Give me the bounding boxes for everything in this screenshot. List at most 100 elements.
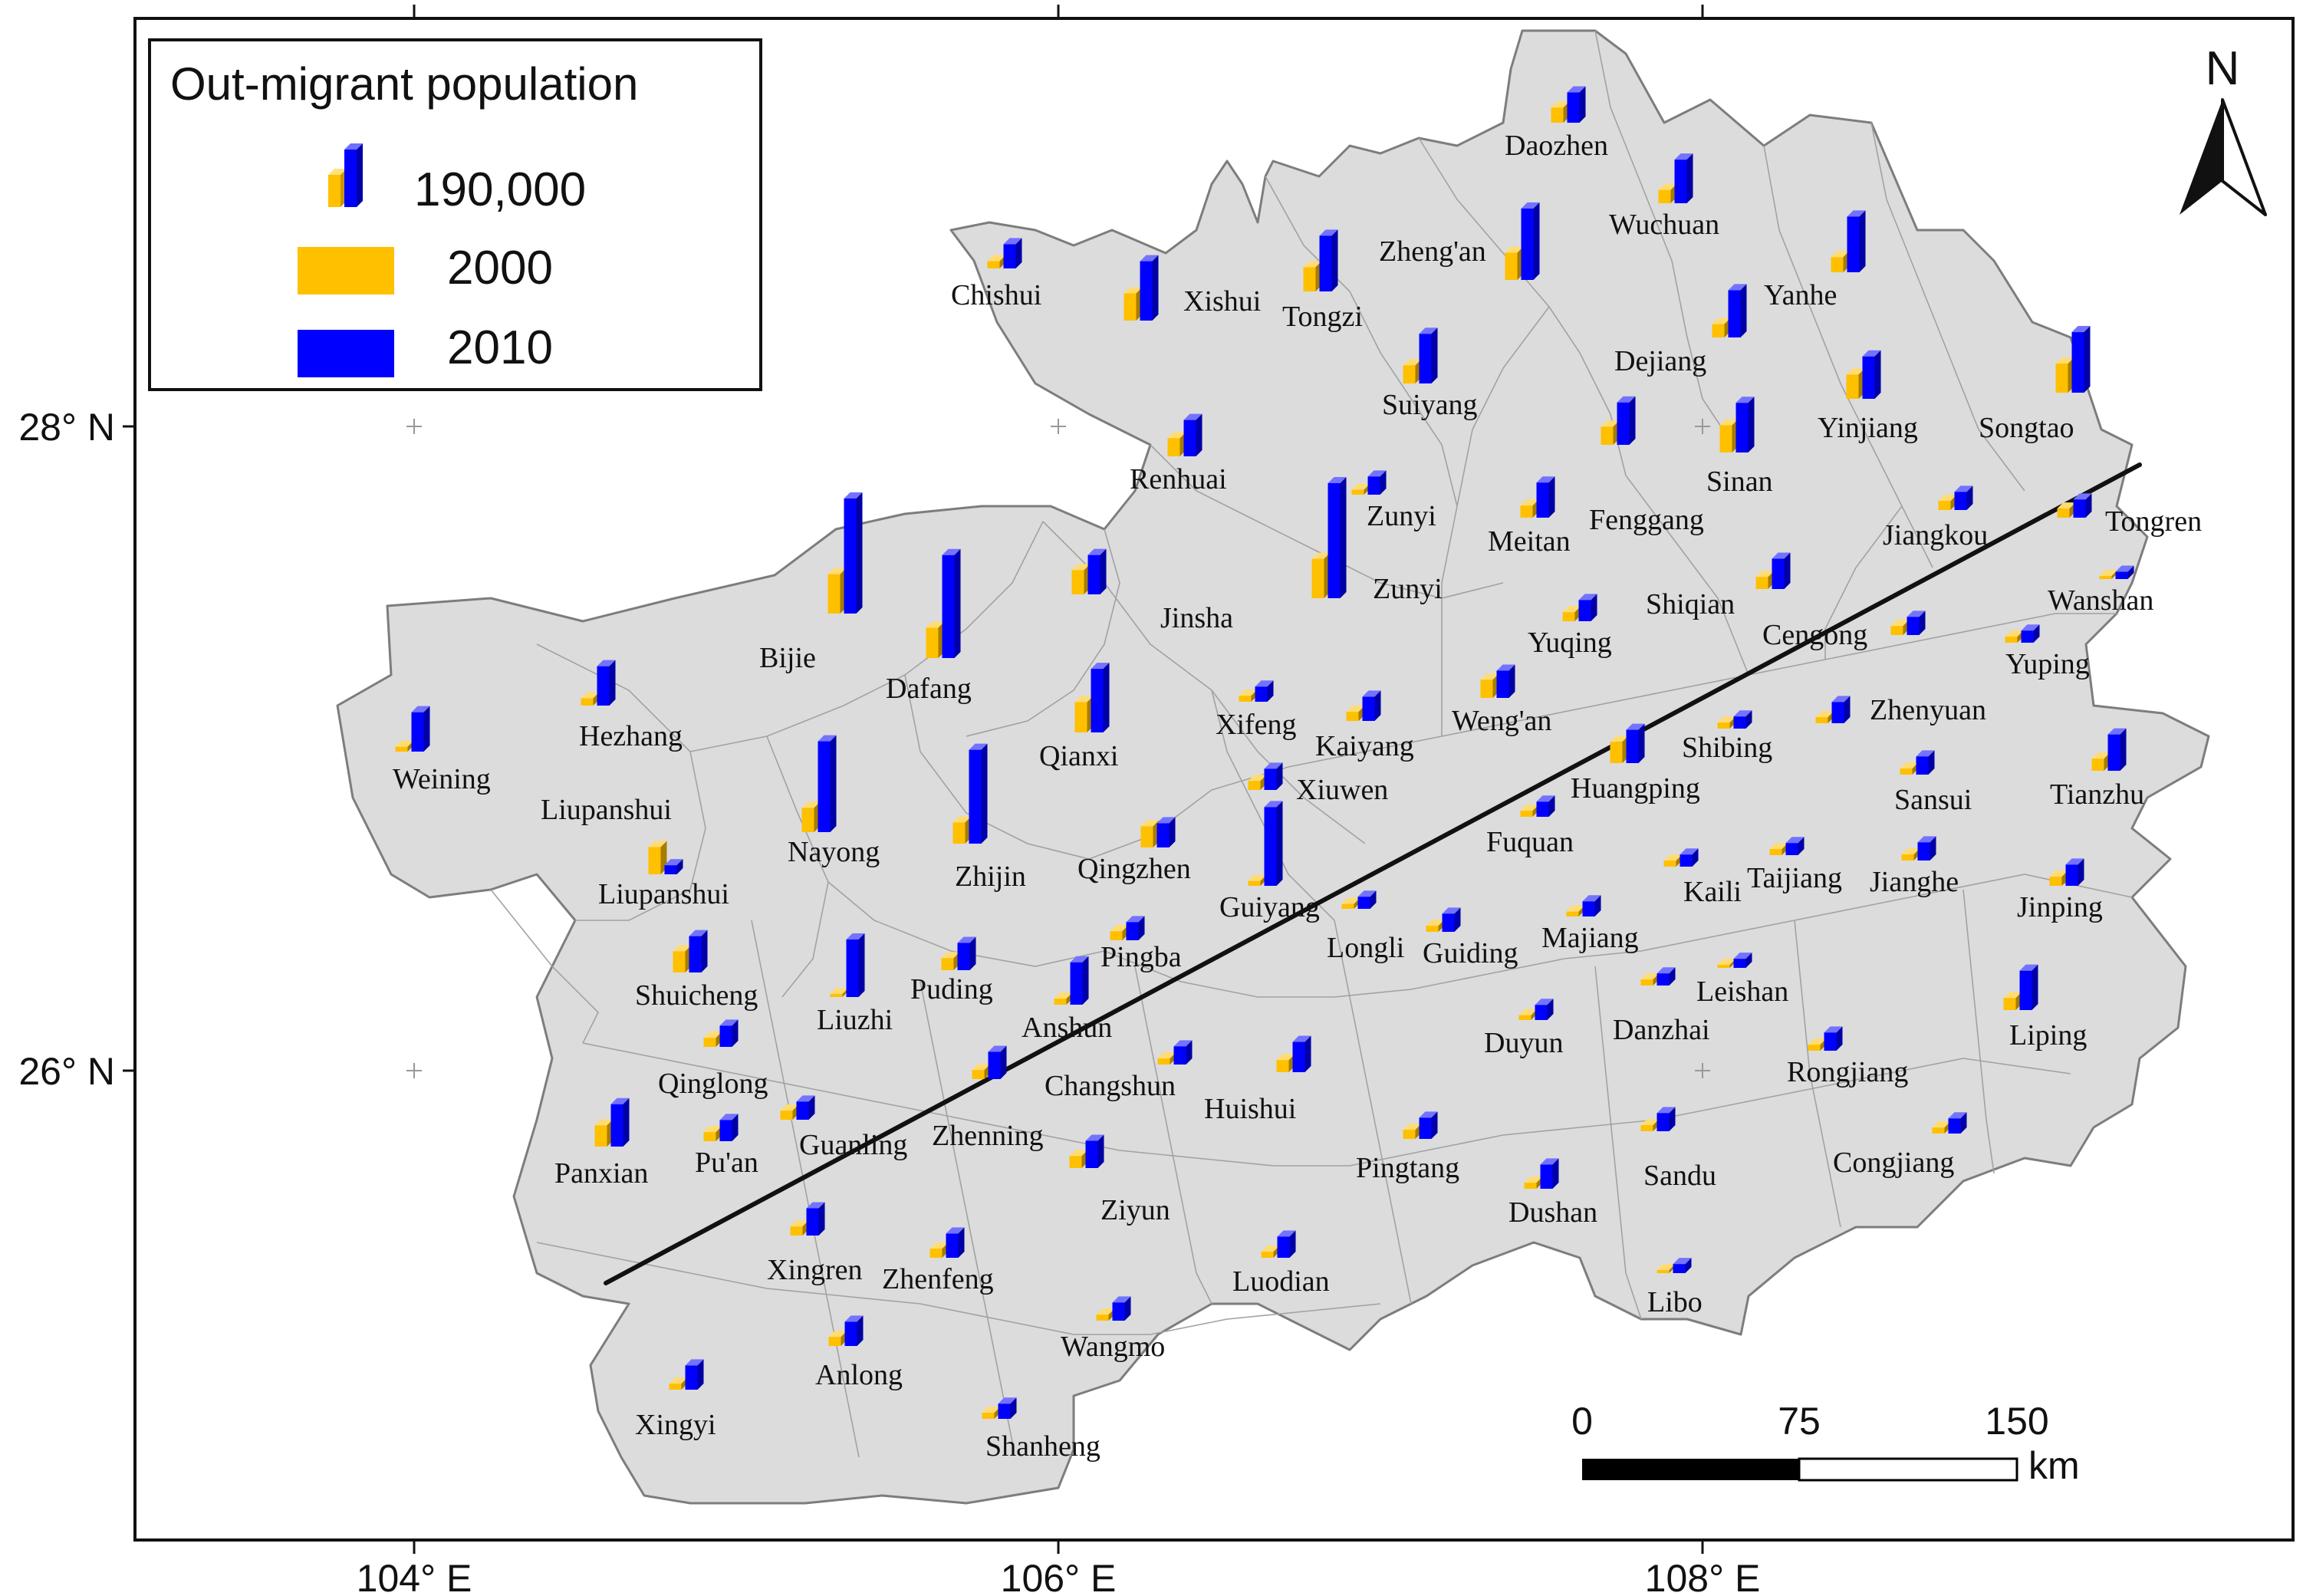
bar-2000 [1890, 626, 1903, 635]
county-label: Huishui [1204, 1093, 1296, 1125]
bar-2000 [1808, 1045, 1821, 1051]
bar-2000 [1096, 1315, 1109, 1321]
county-label: Yinjiang [1818, 412, 1918, 444]
county-bar-glyph [1562, 594, 1597, 621]
bar-2010-side [701, 930, 708, 972]
bar-2010 [846, 940, 859, 997]
county-label: Danzhai [1613, 1014, 1710, 1046]
county-bar-glyph [1351, 470, 1387, 495]
bar-2010 [411, 712, 424, 752]
bar-2010 [1442, 913, 1455, 932]
bar-2010-side [1508, 664, 1515, 698]
bar-2010 [719, 1025, 732, 1047]
county-bar-glyph [2005, 624, 2040, 643]
divide-line [604, 462, 2142, 1285]
county-bar-glyph [1932, 1112, 1967, 1134]
bar-2010-side [958, 1227, 965, 1258]
legend-size-label: 190,000 [414, 163, 586, 216]
county-label: Sansui [1894, 784, 1972, 816]
bar-2000 [1938, 501, 1951, 510]
county-bar-glyph [1248, 762, 1283, 790]
bar-2010 [1862, 356, 1875, 399]
county-bar-glyph [982, 1397, 1017, 1419]
bar-2000 [926, 627, 939, 658]
bar-2010 [1419, 334, 1432, 383]
bar-2000 [1341, 903, 1354, 909]
county-label: Xifeng [1216, 709, 1297, 741]
bar-2000 [1518, 1015, 1531, 1020]
county-bar-glyph [1890, 610, 1926, 635]
bar-2010-side [1591, 594, 1597, 621]
bar-2010-side [1097, 1134, 1104, 1168]
bar-2010 [1917, 842, 1930, 861]
county-label: Fuquan [1486, 826, 1574, 858]
bar-2010-side [818, 1202, 825, 1236]
bar-2000 [1551, 107, 1564, 123]
bar-2010 [1357, 897, 1370, 909]
legend-label-2000: 2000 [447, 242, 553, 295]
bar-2010 [1582, 901, 1595, 916]
county-bar-glyph [1261, 1230, 1296, 1258]
bar-2010 [1419, 1117, 1432, 1139]
bar-2000 [1074, 702, 1087, 732]
bar-2010-side [1138, 916, 1145, 940]
bar-2000 [1480, 680, 1493, 698]
bar-2000 [982, 1413, 995, 1419]
bar-2010 [1728, 290, 1741, 337]
county-bar-glyph [1900, 750, 1935, 775]
bar-2010-side [1100, 548, 1107, 594]
county-bar-glyph [1640, 1107, 1676, 1131]
county-label: Majiang [1541, 922, 1639, 954]
bar-2010-side [1340, 477, 1347, 598]
graticule-ticks [123, 5, 1704, 1554]
bar-2000 [1831, 257, 1844, 272]
bar-2000 [929, 1249, 943, 1258]
county-label: Xiuwen [1296, 774, 1388, 806]
county-bar-glyph [1505, 202, 1540, 280]
bar-2000 [1657, 1270, 1670, 1273]
county-label: Sandu [1643, 1160, 1716, 1192]
county-label: Guiyang [1219, 891, 1320, 923]
county-label: Pu'an [695, 1147, 758, 1179]
bar-2010 [844, 1321, 857, 1346]
bar-2010-side [1010, 1397, 1017, 1419]
bar-2000 [1640, 979, 1653, 986]
bar-2000 [2091, 759, 2104, 771]
county-label: Chishui [951, 279, 1041, 311]
bar-2010 [1255, 686, 1268, 702]
county-bar-glyph [1071, 548, 1107, 594]
county-label: Tianzhu [2050, 778, 2144, 811]
bar-2000 [1346, 712, 1359, 721]
county-bar-glyph [1276, 1035, 1311, 1072]
bar-2010-side [1331, 229, 1338, 291]
bar-2000 [1755, 577, 1768, 589]
scale-label: 150 [1985, 1400, 2048, 1443]
bar-2010 [1140, 261, 1153, 321]
bar-2000 [827, 574, 841, 614]
bar-2010-side [1960, 1112, 1967, 1134]
bar-2010-side [1594, 895, 1601, 916]
county-bar-glyph [1658, 153, 1693, 203]
bar-2010 [1112, 1302, 1125, 1321]
county-label: Ziyun [1101, 1194, 1170, 1226]
county-label: Guiding [1423, 937, 1518, 969]
legend-label-2010: 2010 [447, 321, 553, 374]
bar-2010-side [1930, 836, 1936, 861]
county-bar-glyph [2049, 858, 2084, 886]
bar-2010 [796, 1101, 809, 1120]
county-bar-glyph [780, 1095, 815, 1120]
bar-2010-side [1745, 710, 1752, 729]
county-label: Jiangkou [1883, 519, 1988, 551]
county-label: Xingren [767, 1254, 863, 1286]
bar-2010-side [609, 660, 616, 706]
county-bar-glyph [1640, 967, 1676, 986]
county-label: Weining [393, 763, 491, 795]
bar-2010-side [2033, 624, 2040, 643]
bar-2000 [801, 808, 814, 832]
bar-2010 [1673, 1264, 1686, 1273]
bar-2000 [594, 1125, 607, 1147]
bar-2010-side [1276, 762, 1283, 790]
bar-2010 [1003, 244, 1016, 268]
bar-2010 [1536, 801, 1549, 817]
county-label: Zunyi [1367, 500, 1436, 532]
